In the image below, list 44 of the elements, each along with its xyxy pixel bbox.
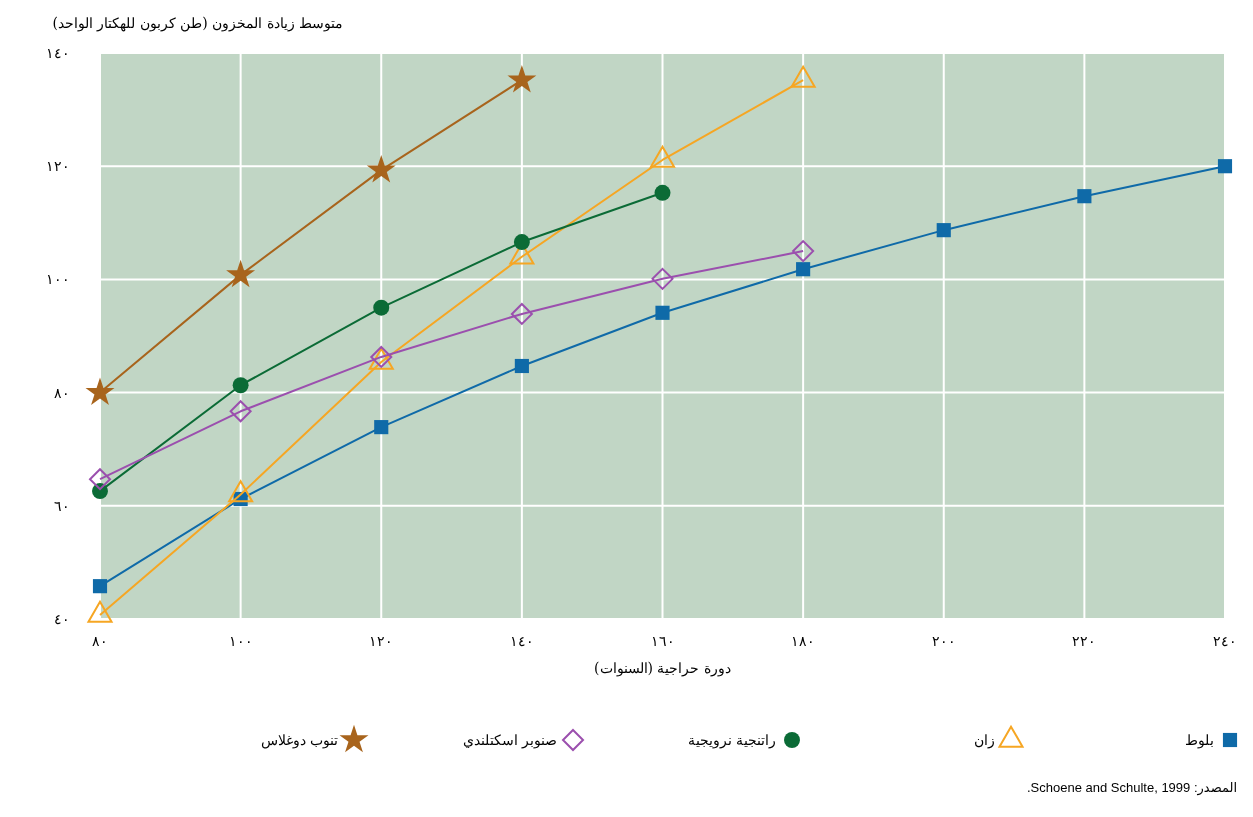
legend-label: تنوب دوغلاس [260, 731, 338, 749]
x-tick-label: ١٦٠ [650, 632, 675, 649]
x-tick-label: ٢٢٠ [1072, 632, 1097, 649]
point [1077, 189, 1092, 204]
point [792, 240, 815, 263]
legend-label: راتنجية نرويجية [687, 731, 776, 749]
point [374, 420, 389, 435]
point [936, 223, 951, 238]
x-tick-label: ٢٠٠ [931, 632, 956, 649]
legend-label: زان [974, 731, 995, 749]
point [229, 400, 252, 423]
y-tick-label: ١٢٠ [46, 158, 70, 175]
x-tick-label: ١٠٠ [228, 632, 253, 649]
y-tick-label: ٤٠ [54, 610, 70, 627]
x-tick-label: ١٨٠ [791, 632, 816, 649]
point [232, 377, 249, 394]
point [796, 262, 811, 277]
y-tick-label: ٦٠ [54, 497, 70, 514]
x-tick-label: ٨٠ [92, 632, 108, 649]
y-axis-title: متوسط زيادة المخزون (طن كربون للهكتار الواحد) [52, 15, 343, 32]
point [226, 259, 256, 288]
point [85, 377, 115, 405]
text: المصدر: Schoene and Schulte, 1999. [1026, 780, 1237, 796]
x-tick-label: ١٤٠ [509, 632, 534, 649]
point [514, 358, 529, 374]
y-tick-label: ١٤٠ [46, 44, 70, 61]
point [651, 267, 674, 290]
point [89, 468, 111, 491]
legend-label: بلوط [1185, 731, 1214, 749]
point [92, 579, 108, 594]
legend-label: صنوبر اسكتلندي [462, 731, 557, 749]
x-tick-label: ٢٤٠ [1213, 632, 1237, 649]
x-tick-label: ١٢٠ [369, 632, 394, 649]
point [513, 234, 530, 251]
point [510, 302, 533, 325]
point [655, 305, 670, 320]
x-axis-title: دورة حراجية (السنوات) [594, 660, 731, 677]
y-tick-label: ١٠٠ [46, 271, 70, 288]
point [1217, 159, 1233, 174]
point [507, 64, 537, 93]
point [366, 154, 396, 183]
point [654, 184, 671, 201]
y-tick-label: ٨٠ [54, 384, 70, 401]
point [373, 299, 390, 316]
